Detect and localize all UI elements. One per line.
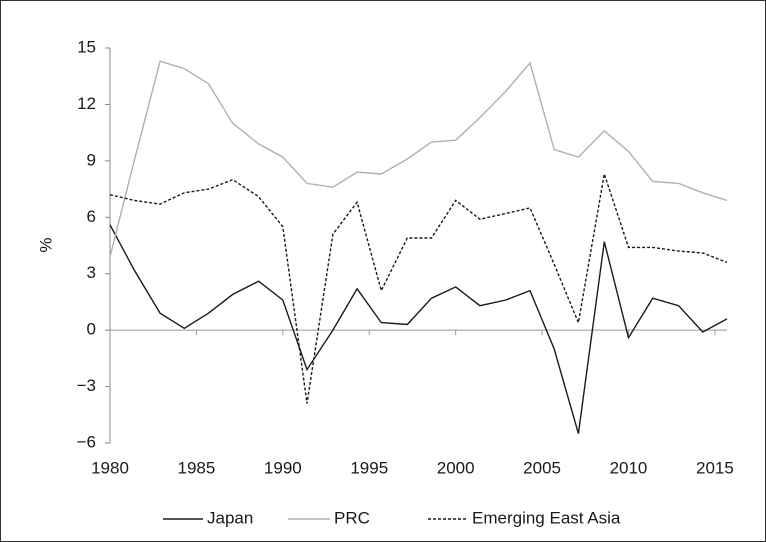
series-line (109, 224, 728, 434)
x-tick-label: 2010 (610, 458, 648, 477)
y-tick-label: 3 (87, 263, 96, 282)
x-tick-label: 1990 (264, 458, 302, 477)
y-tick-label: 15 (77, 37, 96, 56)
y-tick-label: 6 (87, 207, 96, 226)
x-tick-label: 1980 (91, 458, 129, 477)
x-tick-label: 1995 (350, 458, 388, 477)
series-line (109, 60, 728, 257)
y-tick-label: 12 (77, 94, 96, 113)
y-tick-label: 9 (87, 150, 96, 169)
x-tick-label: 2005 (523, 458, 561, 477)
y-tick-label: −3 (77, 376, 96, 395)
y-axis-label: % (36, 237, 55, 252)
y-tick-label: 0 (87, 320, 96, 339)
legend-label: PRC (334, 508, 370, 527)
legend-label: Emerging East Asia (472, 508, 621, 527)
y-tick-label: −6 (77, 432, 96, 451)
x-tick-label: 1985 (178, 458, 216, 477)
series-line (109, 173, 728, 404)
legend-label: Japan (207, 508, 253, 527)
x-tick-label: 2000 (437, 458, 475, 477)
x-tick-label: 2015 (696, 458, 734, 477)
